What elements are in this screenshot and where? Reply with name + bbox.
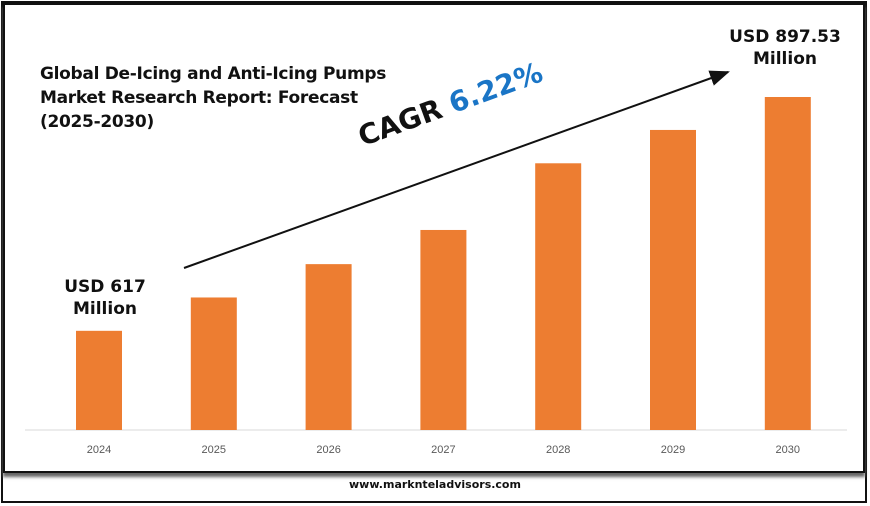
- bar-2026: [305, 264, 352, 430]
- chart-title: Global De-Icing and Anti-Icing Pumps Mar…: [40, 62, 386, 134]
- x-tick-label: 2029: [661, 444, 685, 456]
- bar-2024: [76, 330, 122, 430]
- x-tick-label: 2027: [431, 444, 455, 456]
- growth-arrow: [183, 70, 730, 269]
- bar-2030: [764, 97, 811, 430]
- title-line-1: Global De-Icing and Anti-Icing Pumps: [40, 64, 387, 84]
- x-tick-label: 2024: [87, 444, 111, 456]
- bar-2028: [535, 163, 582, 430]
- x-tick-label: 2026: [316, 444, 340, 456]
- footer-website: www.marknteladvisors.com: [349, 478, 521, 491]
- start-unit: Million: [72, 299, 137, 319]
- end-value-label: USD 897.53 Million: [720, 26, 850, 70]
- x-tick-label: 2028: [546, 444, 570, 456]
- title-line-2: Market Research Report: Forecast: [40, 88, 358, 108]
- title-line-3: (2025-2030): [40, 112, 154, 132]
- bar-2029: [650, 129, 696, 430]
- bar-2025: [190, 297, 237, 430]
- start-value: USD 617: [64, 277, 146, 297]
- bar-2027: [420, 229, 467, 430]
- start-value-label: USD 617 Million: [55, 276, 155, 320]
- x-tick-label: 2025: [202, 444, 226, 456]
- end-value: USD 897.53: [729, 27, 841, 47]
- x-tick-label: 2030: [776, 444, 800, 456]
- end-unit: Million: [752, 49, 817, 69]
